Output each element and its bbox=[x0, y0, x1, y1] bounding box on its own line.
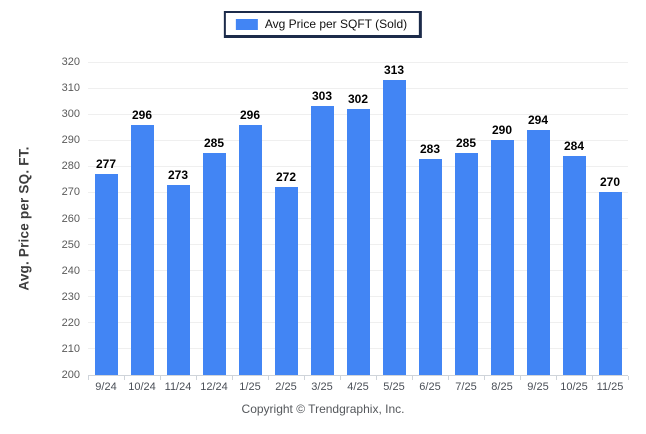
x-axis-tick bbox=[556, 376, 557, 380]
x-tick-label: 9/25 bbox=[527, 381, 549, 393]
bar bbox=[526, 129, 550, 375]
y-tick-label: 240 bbox=[61, 264, 80, 277]
x-tick-label: 9/24 bbox=[95, 381, 117, 393]
bar bbox=[202, 153, 226, 375]
x-axis-tick bbox=[160, 376, 161, 380]
bar-value-label: 290 bbox=[491, 123, 513, 138]
bar-value-label: 277 bbox=[95, 157, 117, 172]
bar bbox=[382, 80, 406, 375]
bar-value-label: 285 bbox=[203, 136, 225, 151]
bar bbox=[346, 108, 370, 375]
y-tick-label: 260 bbox=[61, 212, 80, 225]
bar-value-label: 284 bbox=[563, 138, 585, 153]
x-axis-tick bbox=[520, 376, 521, 380]
bar-value-label: 283 bbox=[419, 141, 441, 156]
bar-value-label: 296 bbox=[239, 107, 261, 122]
bar-value-label: 313 bbox=[383, 63, 405, 78]
x-tick-label: 6/25 bbox=[419, 381, 441, 393]
bar bbox=[274, 187, 298, 375]
x-tick-label: 7/25 bbox=[455, 381, 477, 393]
y-tick-label: 230 bbox=[61, 290, 80, 303]
y-tick-label: 270 bbox=[61, 186, 80, 199]
x-tick-label: 10/25 bbox=[560, 381, 588, 393]
y-tick-label: 220 bbox=[61, 316, 80, 329]
legend-swatch-icon bbox=[235, 18, 258, 30]
bar bbox=[310, 106, 334, 375]
bar-value-label: 273 bbox=[167, 167, 189, 182]
x-tick-label: 2/25 bbox=[275, 381, 297, 393]
bar-value-label: 294 bbox=[527, 112, 549, 127]
x-tick-label: 3/25 bbox=[311, 381, 333, 393]
y-axis-title-text: Avg. Price per SQ. FT. bbox=[16, 146, 32, 291]
x-axis-tick bbox=[412, 376, 413, 380]
x-tick-label: 4/25 bbox=[347, 381, 369, 393]
y-tick-label: 320 bbox=[61, 56, 80, 68]
bar-value-label: 296 bbox=[131, 107, 153, 122]
x-axis-tick bbox=[304, 376, 305, 380]
bar bbox=[238, 124, 262, 375]
bar-value-label: 270 bbox=[599, 175, 621, 190]
bar-value-label: 303 bbox=[311, 89, 333, 104]
bar bbox=[562, 155, 586, 375]
bar bbox=[130, 124, 154, 375]
y-tick-label: 250 bbox=[61, 238, 80, 251]
bar-value-label: 285 bbox=[455, 136, 477, 151]
gridline bbox=[88, 87, 628, 89]
y-tick-label: 280 bbox=[61, 160, 80, 173]
gridline bbox=[88, 61, 628, 63]
x-tick-label: 11/25 bbox=[596, 381, 624, 393]
x-axis-tick bbox=[232, 376, 233, 380]
x-tick-label: 8/25 bbox=[491, 381, 513, 393]
y-tick-label: 200 bbox=[61, 369, 80, 381]
x-axis-tick bbox=[376, 376, 377, 380]
x-axis-tick bbox=[196, 376, 197, 380]
legend: Avg Price per SQFT (Sold) bbox=[223, 11, 423, 38]
bar bbox=[418, 158, 442, 375]
y-tick-label: 310 bbox=[61, 82, 80, 95]
x-axis-tick bbox=[268, 376, 269, 380]
bar-value-label: 302 bbox=[347, 91, 369, 106]
x-axis-tick bbox=[124, 376, 125, 380]
legend-label: Avg Price per SQFT (Sold) bbox=[264, 17, 408, 31]
y-tick-label: 300 bbox=[61, 108, 80, 121]
x-axis-tick bbox=[340, 376, 341, 380]
x-tick-label: 1/25 bbox=[239, 381, 261, 393]
x-axis-tick bbox=[484, 376, 485, 380]
y-tick-label: 210 bbox=[61, 342, 80, 355]
bar-value-label: 272 bbox=[275, 170, 297, 185]
x-tick-label: 10/24 bbox=[128, 381, 156, 393]
copyright-text: Copyright © Trendgraphix, Inc. bbox=[241, 402, 405, 416]
y-tick-label: 290 bbox=[61, 134, 80, 147]
y-axis-title: Avg. Price per SQ. FT. bbox=[14, 62, 34, 375]
bar bbox=[94, 174, 118, 375]
x-tick-label: 5/25 bbox=[383, 381, 405, 393]
bar bbox=[166, 184, 190, 375]
bar bbox=[598, 192, 622, 375]
x-axis-tick bbox=[628, 376, 629, 380]
x-tick-label: 12/24 bbox=[200, 381, 228, 393]
x-axis-line bbox=[88, 375, 628, 376]
x-tick-label: 11/24 bbox=[164, 381, 192, 393]
bar bbox=[454, 153, 478, 375]
x-axis-tick bbox=[592, 376, 593, 380]
bar bbox=[490, 140, 514, 375]
x-axis-tick bbox=[448, 376, 449, 380]
x-axis-tick bbox=[88, 376, 89, 380]
